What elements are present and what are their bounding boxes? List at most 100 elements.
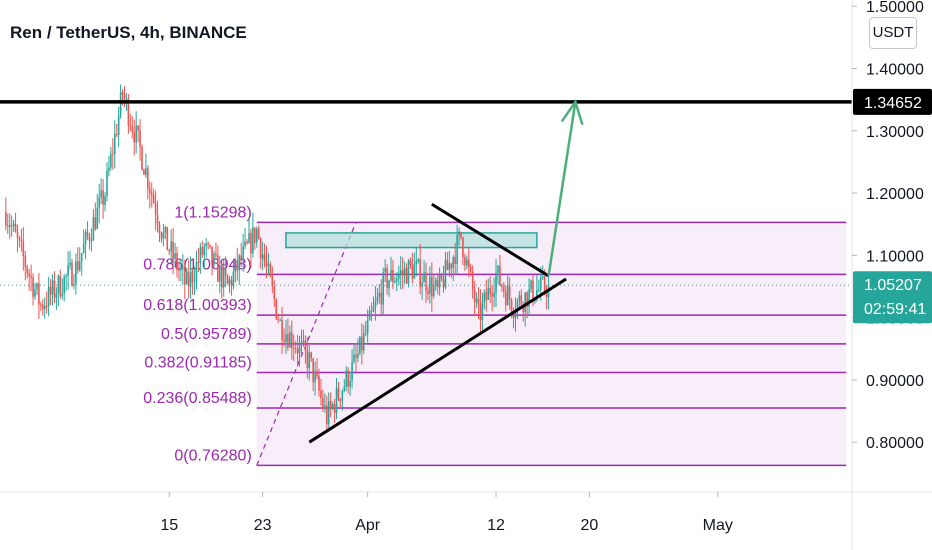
candle-body	[491, 294, 493, 297]
time-tick-label: 15	[160, 517, 178, 534]
candle-body	[487, 288, 490, 300]
candle-body	[378, 292, 381, 297]
candle-body	[102, 190, 104, 206]
candle-body	[372, 307, 375, 312]
candle-body	[273, 286, 276, 300]
candle-body	[382, 272, 385, 305]
candle-body	[8, 225, 11, 227]
candle-body	[43, 305, 46, 310]
candle-body	[147, 168, 149, 189]
candle-body	[545, 291, 548, 297]
candle-body	[271, 276, 274, 287]
candle-body	[222, 267, 225, 288]
candle-body	[504, 291, 507, 305]
candle-body	[84, 231, 87, 245]
candle-body	[98, 197, 101, 208]
candle-body	[374, 301, 377, 308]
candle-body	[172, 241, 174, 260]
candle-body	[442, 278, 445, 288]
candle-body	[419, 259, 421, 287]
candle-body	[209, 244, 211, 247]
candle-body	[125, 98, 128, 100]
candle-body	[205, 243, 207, 247]
candle-body	[22, 241, 25, 257]
candle-body	[20, 239, 23, 242]
price-tick-label: 1.20000	[866, 186, 924, 203]
candle-body	[464, 257, 466, 266]
price-tick-label: 0.90000	[866, 373, 924, 390]
candle-body	[343, 386, 346, 391]
time-tick-label: May	[703, 517, 733, 534]
candle-body	[121, 92, 124, 95]
current-price-tag-bg	[853, 271, 932, 324]
fib-level-label: 1(1.15298)	[174, 204, 251, 221]
candle-body	[96, 207, 99, 229]
candle-body	[331, 404, 334, 407]
candle-body	[312, 358, 314, 383]
candle-body	[481, 301, 484, 321]
candle-body	[127, 98, 130, 126]
time-tick-label: 20	[580, 517, 598, 534]
candle-body	[296, 348, 299, 354]
candle-body	[335, 388, 338, 413]
candle-body	[279, 319, 281, 321]
candle-body	[347, 370, 349, 387]
candle-body	[287, 334, 289, 348]
candle-body	[164, 227, 167, 233]
candle-body	[434, 279, 437, 286]
time-axis: 15 23 Apr 12 20 May	[0, 491, 932, 534]
candle-body	[170, 241, 172, 252]
candle-body	[12, 223, 15, 227]
candle-body	[501, 284, 503, 287]
candle-body	[432, 285, 435, 297]
candle-body	[230, 279, 233, 286]
candle-body	[129, 125, 132, 127]
candle-body	[220, 265, 223, 288]
candle-body	[310, 352, 313, 359]
candle-body	[460, 231, 462, 238]
candle-body	[47, 286, 50, 307]
candle-body	[30, 276, 32, 278]
candle-body	[112, 153, 114, 155]
time-tick-label: 12	[487, 517, 505, 534]
currency-unit-button[interactable]: USDT	[869, 17, 917, 49]
candle-body	[226, 275, 229, 284]
candle-body	[306, 350, 309, 369]
candle-body	[327, 401, 330, 425]
candle-body	[499, 265, 501, 285]
candle-body	[106, 171, 108, 196]
resistance-zone	[285, 232, 538, 249]
candle-body	[532, 280, 534, 302]
candle-body	[294, 348, 297, 350]
candle-body	[49, 286, 52, 295]
candle-body	[185, 273, 188, 285]
candle-body	[324, 405, 326, 409]
candle-body	[82, 244, 85, 254]
candle-body	[466, 259, 468, 266]
candle-body	[364, 333, 367, 335]
symbol-title: Ren / TetherUS, 4h, BINANCE	[10, 23, 247, 42]
candle-body	[246, 241, 248, 243]
candle-body	[351, 361, 353, 381]
candle-body	[232, 271, 235, 286]
candle-body	[191, 271, 194, 283]
candle-body	[302, 340, 305, 343]
candle-body	[403, 267, 406, 274]
candle-body	[160, 232, 163, 239]
candle-body	[526, 292, 528, 308]
candle-body	[448, 263, 451, 270]
candle-body	[26, 267, 29, 274]
candle-body	[75, 261, 77, 284]
candle-body	[473, 289, 476, 303]
candle-body	[292, 347, 295, 349]
candle-body	[92, 216, 95, 241]
candle-body	[405, 267, 408, 284]
candle-body	[359, 336, 361, 354]
price-tick-label: 1.40000	[866, 62, 924, 79]
fib-level-label: 0.618(1.00393)	[143, 297, 252, 314]
candle-body	[341, 390, 344, 401]
candle-body	[67, 265, 69, 276]
candle-body	[376, 296, 379, 302]
candle-body	[57, 275, 60, 294]
